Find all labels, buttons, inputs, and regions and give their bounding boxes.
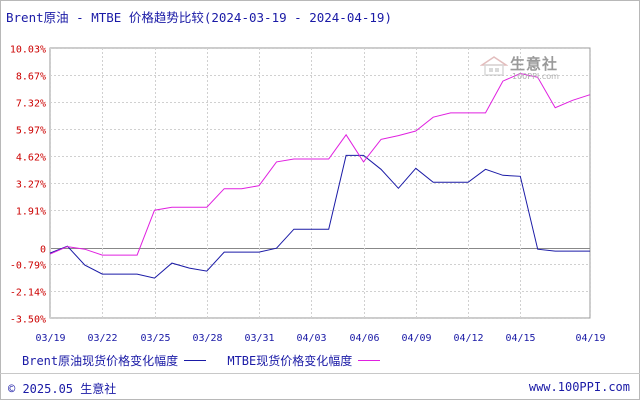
chart-series [49,72,591,279]
series-line-mtbe [49,72,591,256]
x-tick-label: 03/22 [87,333,117,344]
legend-item-mtbe: MTBE现货价格变化幅度 [227,352,381,369]
watermark-name: 生意社 [510,55,559,73]
y-tick-label: 7.32% [16,99,46,110]
x-tick-label: 04/09 [401,333,431,344]
watermark-url: 100PPI.com [512,72,559,81]
y-tick-label: 5.97% [16,126,46,137]
footer-copyright: © 2025.05 生意社 [8,382,117,396]
x-tick-label: 04/06 [349,333,379,344]
x-tick-label: 04/03 [296,333,326,344]
legend-label-mtbe: MTBE现货价格变化幅度 [227,354,353,368]
y-tick-label: -2.14% [10,288,46,299]
y-tick-label: 0 [40,245,46,256]
y-tick-label: 3.27% [16,180,46,191]
x-tick-label: 04/19 [575,333,605,344]
x-tick-label: 04/15 [505,333,535,344]
x-tick-label: 04/12 [453,333,483,344]
legend-item-brent: Brent原油现货价格变化幅度 [22,352,207,369]
y-axis-ticks: 10.03% 8.67% 7.32% 5.97% 4.62% 3.27% 1.91% 0 -0.… [10,45,46,326]
x-tick-label: 03/19 [35,333,65,344]
footer: © 2025.05 生意社 www.100PPI.com [0,373,640,400]
x-tick-label: 03/28 [192,333,222,344]
legend-swatch-brent [184,360,207,361]
chart-title: Brent原油 - MTBE 价格趋势比较(2024-03-19 - 2024-… [6,10,392,25]
legend-swatch-mtbe [358,360,381,361]
y-tick-label: -0.79% [10,261,46,272]
y-tick-label: 4.62% [16,153,46,164]
footer-url-link[interactable]: www.100PPI.com [528,380,630,394]
x-tick-label: 03/25 [140,333,170,344]
y-tick-label: -3.50% [10,315,46,326]
chart-grid [49,47,591,319]
legend-label-brent: Brent原油现货价格变化幅度 [22,354,179,368]
series-line-brent [49,154,590,279]
x-axis-ticks: 03/19 03/22 03/25 03/28 03/31 04/03 04/06 04/09… [35,333,605,344]
y-tick-label: 8.67% [16,72,46,83]
y-tick-label: 1.91% [16,207,46,218]
x-tick-label: 03/31 [244,333,274,344]
y-tick-label: 10.03% [10,45,46,56]
chart-legend: Brent原油现货价格变化幅度 MTBE现货价格变化幅度 [22,352,394,369]
watermark-logo-icon [480,56,508,76]
